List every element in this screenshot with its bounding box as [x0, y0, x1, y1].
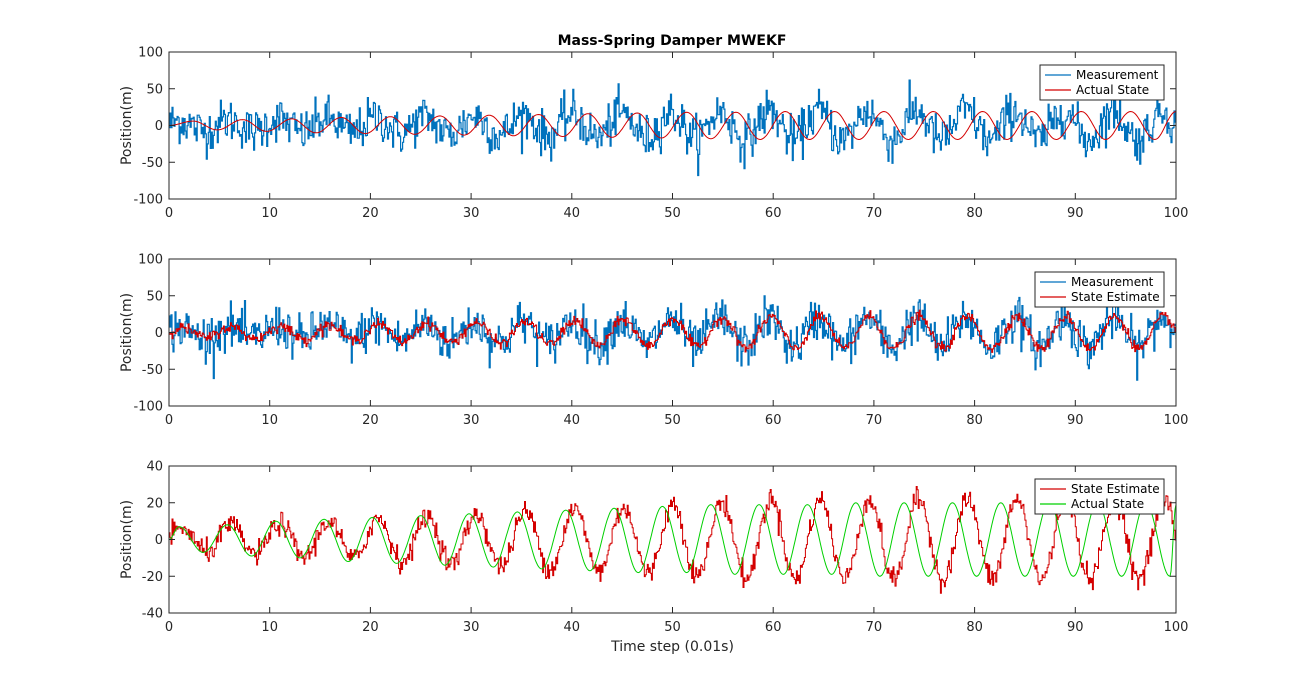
x-tick-label: 100 [1164, 413, 1189, 428]
legend-entry: Measurement [1071, 275, 1154, 289]
x-tick-label: 40 [564, 620, 581, 635]
subplot-2: 0 10 20 30 40 50 60 70 80 90 100 -100 -50 0 50 100 Posit… [119, 253, 1188, 429]
series-line-state-estimate [169, 309, 1176, 353]
legend-box [1034, 271, 1165, 308]
x-tick-label: 40 [564, 413, 581, 428]
x-tick-label: 100 [1164, 620, 1189, 635]
y-tick-label: -20 [142, 570, 163, 585]
x-tick-label: 0 [165, 620, 173, 635]
y-tick-label: 0 [155, 533, 163, 548]
series-line-actual-state [169, 502, 1176, 577]
legend-entry: Actual State [1076, 83, 1149, 97]
x-tick-label: 20 [362, 413, 379, 428]
x-axis-label: Time step (0.01s) [610, 639, 734, 655]
x-tick-label: 50 [664, 620, 681, 635]
plot-area [169, 52, 1176, 199]
subplot-1: 0 10 20 30 40 50 60 70 80 90 100 -100 -50 0 50 100 Posit… [119, 46, 1188, 222]
y-tick-label: -100 [133, 400, 163, 415]
x-tick-label: 20 [362, 206, 379, 221]
x-tick-label: 90 [1067, 206, 1084, 221]
subplot-3: 0 10 20 30 40 50 60 70 80 90 100 -40 -20 0 20 40 Positio… [119, 460, 1188, 656]
legend-entry: Measurement [1076, 68, 1159, 82]
x-tick-label: 70 [866, 413, 883, 428]
series-line-measurement [169, 79, 1176, 177]
y-tick-label: -100 [133, 193, 163, 208]
x-tick-label: 10 [261, 206, 278, 221]
plot-area [169, 466, 1176, 613]
legend-box [1039, 64, 1165, 101]
x-tick-label: 90 [1067, 620, 1084, 635]
series-group [169, 79, 1176, 177]
y-tick-label: -40 [142, 607, 163, 622]
y-tick-label: -50 [142, 363, 163, 378]
x-tick-label: 20 [362, 620, 379, 635]
plot-area [169, 259, 1176, 406]
x-tick-label: 100 [1164, 206, 1189, 221]
x-tick-label: 70 [866, 620, 883, 635]
legend-entry: Actual State [1071, 497, 1144, 511]
x-tick-label: 0 [165, 206, 173, 221]
x-tick-label: 60 [765, 206, 782, 221]
x-tick-label: 30 [463, 206, 480, 221]
y-tick-label: 0 [155, 326, 163, 341]
x-tick-label: 50 [664, 413, 681, 428]
y-axis-label: Position(m) [119, 86, 135, 165]
x-tick-label: 10 [261, 620, 278, 635]
x-tick-label: 80 [966, 413, 983, 428]
legend-entry: State Estimate [1071, 482, 1160, 496]
y-tick-label: 0 [155, 119, 163, 134]
x-tick-label: 50 [664, 206, 681, 221]
y-tick-label: 40 [146, 460, 163, 475]
y-axis-label: Position(m) [119, 500, 135, 579]
y-tick-label: 20 [146, 496, 163, 511]
y-tick-label: -50 [142, 156, 163, 171]
series-line-state-estimate [169, 486, 1176, 594]
series-group [169, 294, 1176, 381]
series-line-actual-state [169, 110, 1176, 141]
x-tick-label: 30 [463, 620, 480, 635]
x-tick-label: 40 [564, 206, 581, 221]
x-tick-label: 70 [866, 206, 883, 221]
y-axis-label: Position(m) [119, 293, 135, 372]
chart-title: Mass-Spring Damper MWEKF [558, 33, 787, 49]
y-tick-label: 50 [146, 289, 163, 304]
legend-entry: State Estimate [1071, 290, 1160, 304]
series-group [169, 486, 1176, 594]
x-tick-label: 60 [765, 413, 782, 428]
x-tick-label: 60 [765, 620, 782, 635]
x-tick-label: 30 [463, 413, 480, 428]
y-tick-label: 50 [146, 82, 163, 97]
legend-box [1034, 478, 1165, 515]
x-tick-label: 10 [261, 413, 278, 428]
x-tick-label: 80 [966, 206, 983, 221]
x-tick-label: 0 [165, 413, 173, 428]
x-tick-label: 80 [966, 620, 983, 635]
x-tick-label: 90 [1067, 413, 1084, 428]
y-tick-label: 100 [138, 46, 163, 61]
y-tick-label: 100 [138, 253, 163, 268]
